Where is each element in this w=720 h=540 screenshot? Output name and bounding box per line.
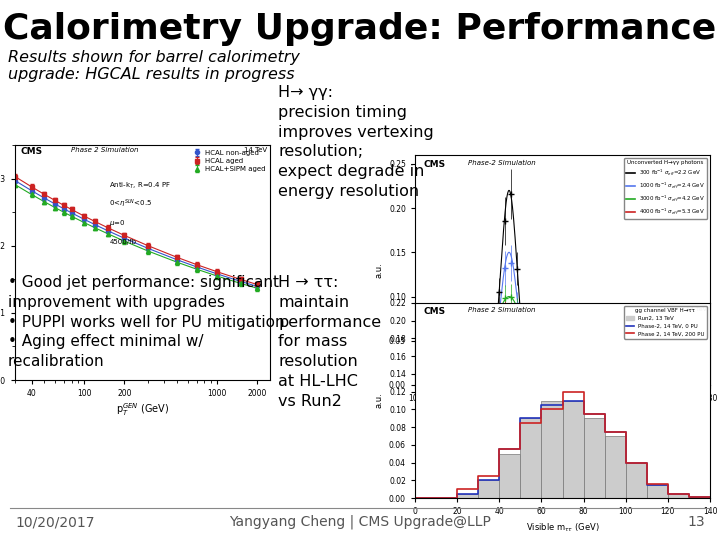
Phase 2, 14 TeV, 200 PU bbox=[537, 406, 546, 413]
Phase-2, 14 TeV, 0 PU bbox=[642, 482, 651, 488]
Text: H→ γγ:
precision timing
improves vertexing
resolution;
expect degrade in
energy : H→ γγ: precision timing improves vertexi… bbox=[278, 85, 433, 199]
X-axis label: p$_T^{GEN}$ (GeV): p$_T^{GEN}$ (GeV) bbox=[116, 401, 169, 417]
Text: 10/20/2017: 10/20/2017 bbox=[15, 515, 94, 529]
Text: $\mu$=0: $\mu$=0 bbox=[109, 218, 126, 228]
Text: CMS: CMS bbox=[424, 160, 446, 168]
Phase 2, 14 TeV, 200 PU bbox=[580, 410, 588, 417]
Text: CMS: CMS bbox=[424, 307, 446, 316]
Legend: Run2, 13 TeV, Phase-2, 14 TeV, 0 PU, Phase 2, 14 TeV, 200 PU: Run2, 13 TeV, Phase-2, 14 TeV, 0 PU, Pha… bbox=[624, 306, 707, 339]
Phase-2, 14 TeV, 0 PU bbox=[600, 428, 609, 435]
Legend: HCAL non-aged, HCAL aged, HCAL+SiPM aged: HCAL non-aged, HCAL aged, HCAL+SiPM aged bbox=[191, 148, 266, 173]
Phase 2, 14 TeV, 200 PU bbox=[664, 490, 672, 497]
Phase 2, 14 TeV, 200 PU bbox=[600, 428, 609, 435]
Phase-2, 14 TeV, 0 PU bbox=[537, 402, 546, 408]
Text: Phase 2 Simulation: Phase 2 Simulation bbox=[468, 307, 536, 313]
Text: CMS: CMS bbox=[20, 147, 42, 157]
Phase-2, 14 TeV, 0 PU bbox=[706, 494, 714, 501]
Phase-2, 14 TeV, 0 PU bbox=[516, 415, 525, 421]
Bar bbox=[626, 463, 647, 498]
Phase 2, 14 TeV, 200 PU bbox=[516, 420, 525, 426]
Phase-2, 14 TeV, 0 PU bbox=[432, 495, 441, 501]
Phase 2, 14 TeV, 200 PU bbox=[642, 481, 651, 487]
Phase 2, 14 TeV, 200 PU bbox=[410, 495, 419, 501]
Phase-2, 14 TeV, 0 PU bbox=[474, 477, 482, 483]
Phase 2, 14 TeV, 200 PU bbox=[495, 446, 503, 453]
Phase-2, 14 TeV, 0 PU bbox=[410, 495, 419, 501]
Text: H → ττ:
maintain
performance
for mass
resolution
at HL-LHC
vs Run2: H → ττ: maintain performance for mass re… bbox=[278, 275, 381, 409]
Text: Phase-2 Simulation: Phase-2 Simulation bbox=[468, 160, 536, 166]
Bar bbox=[499, 454, 521, 498]
Legend: 300 fb$^{-1}$ $\sigma_{eff}$=2.2 GeV, 1000 fb$^{-1}$ $\sigma_{eff}$=2.4 GeV, 300: 300 fb$^{-1}$ $\sigma_{eff}$=2.2 GeV, 10… bbox=[624, 158, 707, 219]
Bar bbox=[521, 418, 541, 498]
Phase-2, 14 TeV, 0 PU bbox=[453, 490, 462, 497]
Text: 14 TeV: 14 TeV bbox=[686, 307, 707, 312]
Bar bbox=[478, 480, 499, 498]
Text: Anti-k$_T$, R=0.4 PF: Anti-k$_T$, R=0.4 PF bbox=[109, 180, 171, 191]
Bar bbox=[541, 401, 562, 498]
Line: Phase 2, 14 TeV, 200 PU: Phase 2, 14 TeV, 200 PU bbox=[415, 392, 710, 498]
Phase-2, 14 TeV, 0 PU bbox=[664, 490, 672, 497]
Phase 2, 14 TeV, 200 PU bbox=[474, 472, 482, 479]
Text: Calorimetry Upgrade: Performance: Calorimetry Upgrade: Performance bbox=[4, 12, 716, 46]
Text: • Good jet performance: significant
improvement with upgrades
• PUPPI works well: • Good jet performance: significant impr… bbox=[8, 275, 284, 369]
Phase 2, 14 TeV, 200 PU bbox=[685, 494, 693, 501]
Phase 2, 14 TeV, 200 PU bbox=[621, 460, 630, 466]
Text: Results shown for barrel calorimetry
upgrade: HGCAL results in progress: Results shown for barrel calorimetry upg… bbox=[8, 50, 300, 83]
Phase-2, 14 TeV, 0 PU bbox=[558, 397, 567, 404]
Bar bbox=[457, 494, 478, 498]
Bar bbox=[689, 497, 710, 498]
Y-axis label: a.u.: a.u. bbox=[374, 393, 384, 408]
Text: 0<$\eta^{SLN}$<0.5: 0<$\eta^{SLN}$<0.5 bbox=[109, 197, 153, 210]
Phase-2, 14 TeV, 0 PU bbox=[685, 494, 693, 501]
Text: 14 TeV, 200 PU: 14 TeV, 200 PU bbox=[660, 160, 707, 165]
Text: 13: 13 bbox=[688, 515, 705, 529]
Bar bbox=[647, 485, 668, 498]
Phase-2, 14 TeV, 0 PU bbox=[580, 410, 588, 417]
Phase 2, 14 TeV, 200 PU bbox=[453, 486, 462, 492]
Y-axis label: a.u.: a.u. bbox=[374, 262, 384, 278]
X-axis label: Visible m$_{\tau\tau}$ (GeV): Visible m$_{\tau\tau}$ (GeV) bbox=[526, 522, 599, 534]
Bar bbox=[605, 436, 626, 498]
Phase 2, 14 TeV, 200 PU bbox=[706, 494, 714, 501]
Text: Phase 2 Simulation: Phase 2 Simulation bbox=[71, 147, 138, 153]
Phase-2, 14 TeV, 0 PU bbox=[495, 446, 503, 453]
X-axis label: Diphoton mass (GeV): Diphoton mass (GeV) bbox=[518, 409, 608, 417]
Text: 4500/fb: 4500/fb bbox=[109, 239, 136, 245]
Line: Phase-2, 14 TeV, 0 PU: Phase-2, 14 TeV, 0 PU bbox=[415, 401, 710, 498]
Bar bbox=[562, 401, 584, 498]
Text: Yangyang Cheng | CMS Upgrade@LLP: Yangyang Cheng | CMS Upgrade@LLP bbox=[229, 515, 491, 529]
Phase 2, 14 TeV, 200 PU bbox=[432, 495, 441, 501]
Phase-2, 14 TeV, 0 PU bbox=[621, 460, 630, 466]
Phase 2, 14 TeV, 200 PU bbox=[558, 388, 567, 395]
Text: 14 TeV: 14 TeV bbox=[244, 147, 267, 153]
Bar bbox=[584, 418, 605, 498]
Bar bbox=[668, 494, 689, 498]
